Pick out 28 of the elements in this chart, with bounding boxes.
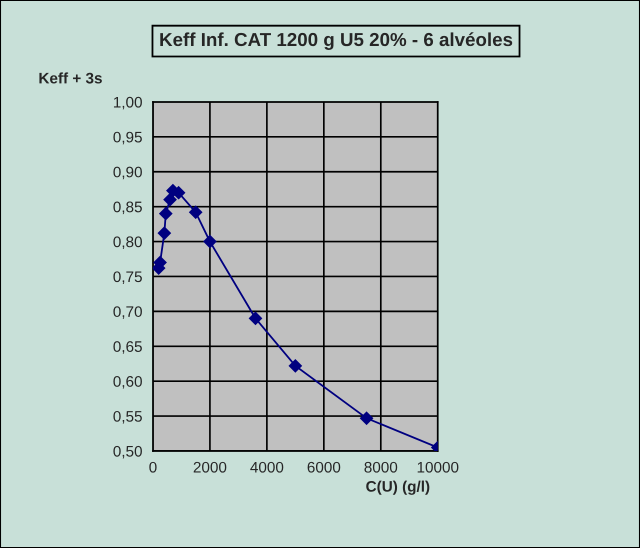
point: [163, 193, 177, 206]
y-tick-label: 0,50: [113, 446, 142, 458]
x-tick-label: 10000: [418, 462, 458, 473]
y-axis-title: Keff + 3s: [39, 72, 102, 84]
y-tick-label: 0,75: [113, 271, 142, 284]
point: [189, 206, 202, 219]
point: [158, 226, 171, 240]
point: [288, 359, 302, 372]
x-tick-label: 2000: [194, 462, 226, 473]
point: [248, 312, 262, 325]
y-tick-label: 0,80: [113, 236, 142, 250]
y-tick-label: 0,70: [113, 306, 142, 319]
y-tick-label: 0,55: [113, 410, 142, 424]
y-tick-label: 0,65: [113, 341, 142, 354]
x-tick-label: 4000: [250, 462, 284, 473]
x-axis-title: C(U) (g/l): [366, 480, 430, 495]
y-tick-label: 0,95: [113, 132, 142, 144]
point: [360, 412, 374, 425]
y-tick-label: 0,85: [113, 202, 142, 214]
y-tick-label: 0,90: [113, 166, 142, 180]
chart-title: Keff Inf. CAT 1200 g U5 20% - 6 alvéoles: [160, 32, 512, 50]
point: [159, 207, 172, 220]
point: [203, 234, 217, 248]
y-tick-label: 0,60: [113, 376, 142, 389]
y-tick-label: 1,00: [114, 96, 142, 110]
x-tick-label: 6000: [308, 462, 340, 473]
x-tick-label: 0: [149, 462, 157, 473]
x-tick-label: 8000: [364, 462, 398, 473]
